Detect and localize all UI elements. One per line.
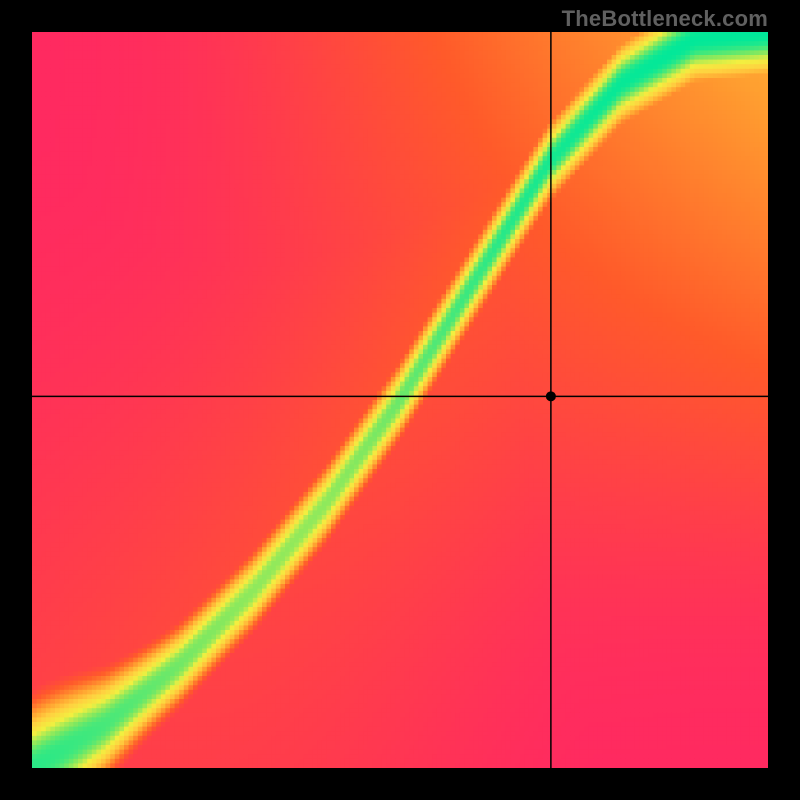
marker-dot	[546, 391, 556, 401]
watermark-text: TheBottleneck.com	[562, 6, 768, 32]
heatmap-cells	[32, 32, 768, 768]
bottleneck-heatmap-container: { "watermark": { "text": "TheBottleneck.…	[0, 0, 800, 800]
bottleneck-heatmap	[32, 32, 768, 768]
